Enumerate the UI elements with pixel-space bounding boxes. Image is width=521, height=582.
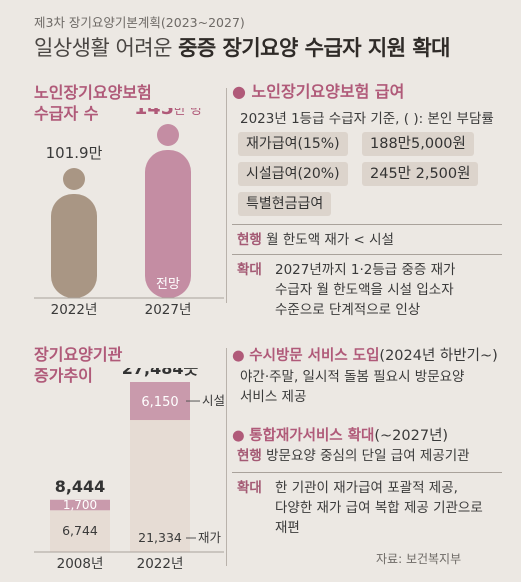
label-home-2022: 21,334 [138, 530, 182, 545]
institutions-year-2008: 2008년 [57, 556, 104, 572]
home-benefit-label: 재가급여(15%) [238, 132, 348, 156]
home-benefit-value: 188만5,000원 [362, 132, 474, 156]
recipients-chart: 101.9만 145만 명 전망 2022년 2027년 [34, 108, 224, 318]
visit-body: 야간·주말, 일시적 돌봄 필요시 방문요양 서비스 제공 [240, 367, 464, 407]
integrated-title-suffix: (~2027년) [374, 428, 449, 444]
person-head-2027 [157, 124, 179, 146]
bar-facility-2022 [130, 382, 190, 421]
facility-benefit-label: 시설급여(20%) [238, 162, 348, 186]
institutions-year-2022: 2022년 [137, 556, 184, 572]
integrated-current: 현행 방문요양 중심의 단일 급여 제공기관 [237, 446, 470, 466]
current-tag: 현행 [237, 232, 262, 248]
recipients-value-2027: 145만 명 [134, 108, 202, 119]
institutions-chart: 8,444 27,484곳 1,700 6,744 6,150 21,334 시… [34, 368, 224, 572]
facility-benefit-value: 245만 2,500원 [362, 162, 479, 186]
bullet-icon: ● [232, 82, 246, 101]
expand-line-1: 2027년까지 1·2등급 중증 재가 [275, 262, 456, 278]
benefits-expand: 확대 2027년까지 1·2등급 중증 재가 수급자 월 한도액을 시설 입소자… [237, 260, 455, 318]
recipients-title-line1: 노인장기요양보험 [34, 83, 152, 102]
recipients-value-2022: 101.9만 [46, 144, 103, 162]
institutions-title-line2: 증가추이 [34, 366, 93, 385]
benefits-title: ● 노인장기요양보험 급여 [232, 81, 404, 102]
divider-lower [226, 348, 227, 566]
recipients-value-2027-unit: 만 명 [174, 108, 202, 118]
recipients-value-2027-number: 145 [134, 108, 174, 119]
integrated-line-3: 재편 [275, 520, 300, 536]
integrated-divider [232, 472, 502, 473]
expand-line-3: 수준으로 단계적으로 인상 [275, 302, 421, 318]
integrated-expand: 확대 한 기관이 재가급여 포괄적 제공, 다양한 재가 급여 복합 제공 기관… [237, 478, 483, 536]
expand-tag: 확대 [237, 262, 262, 278]
benefits-subtitle: 2023년 1등급 수급자 기준, ( ): 본인 부담률 [240, 111, 494, 127]
page-title: 일상생활 어려운 중증 장기요양 수급자 지원 확대 [34, 32, 450, 62]
forecast-label: 전망 [156, 277, 180, 292]
label-facility-2022: 6,150 [141, 395, 178, 410]
institutions-title: 장기요양기관 증가추이 [34, 344, 122, 386]
recipients-bar-2022 [51, 193, 97, 298]
integrated-expand-tag: 확대 [237, 480, 262, 496]
institutions-title-line1: 장기요양기관 [34, 345, 123, 364]
integrated-line-2: 다양한 재가 급여 복합 제공 기관으로 [275, 500, 483, 516]
integrated-current-tag: 현행 [237, 448, 262, 464]
integrated-title-text: 통합재가서비스 확대 [249, 428, 375, 444]
legend-home: 재가 [198, 530, 222, 545]
recipients-title-line2: 수급자 수 [34, 104, 99, 123]
integrated-title: ● 통합재가서비스 확대(~2027년) [232, 424, 448, 445]
recipients-year-2027: 2027년 [145, 302, 192, 318]
institutions-total-2008: 8,444 [55, 477, 106, 496]
label-facility-2008: 1,700 [63, 498, 97, 512]
current-text: 월 한도액 재가 < 시설 [266, 232, 394, 248]
benefits-divider-2 [232, 254, 502, 255]
supertitle: 제3차 장기요양기본계획(2023~2027) [34, 15, 245, 30]
integrated-line-1: 한 기관이 재가급여 포괄적 제공, [275, 480, 458, 496]
source-note: 자료: 보건복지부 [376, 552, 462, 566]
divider-upper [226, 88, 227, 303]
title-bold: 중증 장기요양 수급자 지원 확대 [178, 36, 450, 60]
bar-home-2022 [130, 420, 190, 552]
visit-title-suffix: (2024년 하반기~) [379, 348, 498, 364]
bar-home-2008 [50, 510, 110, 552]
expand-line-2: 수급자 월 한도액을 시설 입소자 [275, 282, 454, 298]
visit-title: ● 수시방문 서비스 도입(2024년 하반기~) [232, 344, 498, 365]
visit-title-text: 수시방문 서비스 도입 [249, 348, 380, 364]
recipients-bar-2027 [145, 150, 191, 298]
title-normal: 일상생활 어려운 [34, 36, 179, 60]
integrated-current-text: 방문요양 중심의 단일 급여 제공기관 [266, 448, 470, 464]
benefits-title-text: 노인장기요양보험 급여 [251, 82, 405, 101]
visit-line-1: 야간·주말, 일시적 돌봄 필요시 방문요양 [240, 369, 465, 385]
special-benefit-label: 특별현금급여 [238, 192, 332, 216]
bullet-icon: ● [232, 428, 245, 444]
legend-facility: 시설 [202, 393, 224, 408]
bar-facility-2008 [50, 499, 110, 511]
benefits-divider [232, 224, 502, 225]
recipients-title: 노인장기요양보험 수급자 수 [34, 82, 152, 124]
visit-line-2: 서비스 제공 [240, 389, 307, 405]
person-head-2022 [63, 167, 85, 190]
bullet-icon: ● [232, 348, 245, 364]
label-home-2008: 6,744 [62, 523, 98, 538]
recipients-year-2022: 2022년 [51, 302, 98, 318]
benefits-current: 현행 월 한도액 재가 < 시설 [237, 230, 394, 250]
institutions-total-2022: 27,484곳 [122, 368, 199, 378]
